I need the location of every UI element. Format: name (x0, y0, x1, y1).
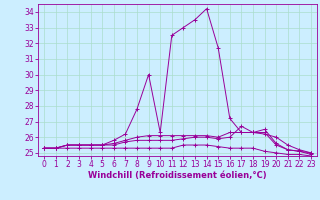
X-axis label: Windchill (Refroidissement éolien,°C): Windchill (Refroidissement éolien,°C) (88, 171, 267, 180)
